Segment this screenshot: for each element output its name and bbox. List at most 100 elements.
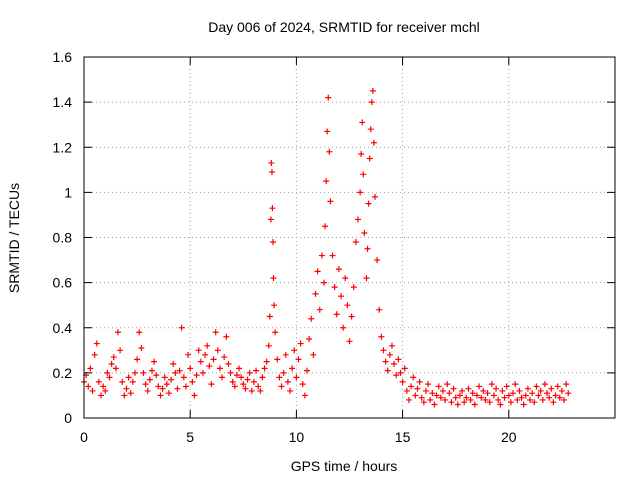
data-point xyxy=(388,342,395,349)
data-point xyxy=(221,354,228,361)
y-axis-label: SRMTID / TECUs xyxy=(6,183,22,293)
data-point xyxy=(539,396,546,403)
data-point xyxy=(323,178,330,185)
data-point xyxy=(134,356,141,363)
data-point xyxy=(236,365,243,372)
data-point xyxy=(364,245,371,252)
data-point xyxy=(199,369,206,376)
data-point xyxy=(524,385,531,392)
data-point xyxy=(304,367,311,374)
data-point xyxy=(490,392,497,399)
data-point xyxy=(384,367,391,374)
data-point xyxy=(321,279,328,286)
data-point xyxy=(422,387,429,394)
data-point xyxy=(216,365,223,372)
data-point xyxy=(527,396,534,403)
data-point xyxy=(229,378,236,385)
data-point xyxy=(541,381,548,388)
data-point xyxy=(202,351,209,358)
data-point xyxy=(501,394,508,401)
data-point xyxy=(161,374,168,381)
data-point xyxy=(550,399,557,406)
data-point xyxy=(326,148,333,155)
data-point xyxy=(354,216,361,223)
data-point xyxy=(412,392,419,399)
data-point xyxy=(327,198,334,205)
data-point xyxy=(299,381,306,388)
data-point xyxy=(204,342,211,349)
data-point xyxy=(376,306,383,313)
data-point xyxy=(119,378,126,385)
data-point xyxy=(533,383,540,390)
data-point xyxy=(395,356,402,363)
data-point xyxy=(359,119,366,126)
data-point xyxy=(393,372,400,379)
data-point xyxy=(180,374,187,381)
data-point xyxy=(546,394,553,401)
x-tick-label: 20 xyxy=(501,429,517,445)
data-point xyxy=(478,394,485,401)
data-point xyxy=(165,390,172,397)
data-point xyxy=(371,193,378,200)
data-point xyxy=(208,381,215,388)
data-point xyxy=(112,365,119,372)
data-point xyxy=(480,387,487,394)
data-point xyxy=(561,396,568,403)
data-point xyxy=(123,385,130,392)
data-point xyxy=(503,383,510,390)
data-point xyxy=(267,216,274,223)
data-point xyxy=(380,347,387,354)
data-point xyxy=(206,363,213,370)
x-tick-label: 0 xyxy=(80,429,88,445)
data-point xyxy=(148,367,155,374)
data-point xyxy=(369,87,376,94)
data-point xyxy=(270,239,277,246)
data-point xyxy=(314,268,321,275)
data-point xyxy=(87,365,94,372)
data-point xyxy=(331,284,338,291)
data-point xyxy=(352,239,359,246)
data-point xyxy=(416,378,423,385)
data-point xyxy=(268,160,275,167)
data-point xyxy=(297,340,304,347)
data-point xyxy=(129,378,136,385)
data-point xyxy=(289,365,296,372)
data-point xyxy=(431,401,438,408)
data-point xyxy=(554,383,561,390)
data-point xyxy=(257,387,264,394)
data-point xyxy=(342,275,349,282)
data-point xyxy=(367,126,374,133)
data-point xyxy=(510,390,517,397)
data-point xyxy=(346,338,353,345)
data-point xyxy=(100,383,107,390)
data-point xyxy=(448,399,455,406)
data-point xyxy=(291,347,298,354)
data-point xyxy=(231,383,238,390)
data-point xyxy=(484,390,491,397)
data-point xyxy=(429,390,436,397)
data-point xyxy=(378,333,385,340)
data-point xyxy=(287,387,294,394)
data-point xyxy=(446,390,453,397)
data-point xyxy=(142,381,149,388)
data-point xyxy=(278,383,285,390)
data-points xyxy=(81,87,572,408)
data-point xyxy=(482,396,489,403)
data-point xyxy=(360,171,367,178)
data-point xyxy=(212,329,219,336)
data-point xyxy=(197,358,204,365)
data-point xyxy=(433,392,440,399)
data-point xyxy=(172,369,179,376)
data-point xyxy=(463,394,470,401)
data-point xyxy=(282,351,289,358)
data-point xyxy=(301,392,308,399)
data-point xyxy=(306,336,313,343)
data-point xyxy=(280,369,287,376)
data-point xyxy=(182,383,189,390)
data-point xyxy=(552,392,559,399)
data-point xyxy=(537,387,544,394)
data-point xyxy=(136,329,143,336)
data-point xyxy=(401,365,408,372)
data-point xyxy=(146,376,153,383)
data-point xyxy=(450,385,457,392)
